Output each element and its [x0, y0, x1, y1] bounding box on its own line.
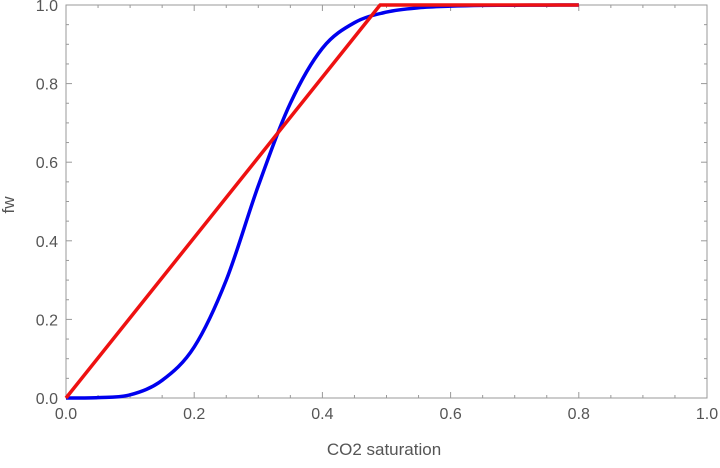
axis-ticks — [65, 4, 708, 399]
x-axis-label: CO2 saturation — [327, 440, 441, 459]
y-tick-label: 1.0 — [36, 0, 58, 15]
x-tick-label: 0.4 — [311, 406, 333, 423]
plot-frame-border — [65, 4, 708, 399]
y-tick-label: 0.8 — [36, 77, 58, 94]
y-axis-label: fw — [0, 196, 18, 214]
y-tick-label: 0.4 — [36, 234, 58, 251]
x-tick-label: 0.2 — [183, 406, 205, 423]
series-lines — [64, 3, 579, 400]
x-tick-label: 0.6 — [439, 406, 461, 423]
x-tick-label: 1.0 — [696, 406, 718, 423]
x-tick-label: 0.8 — [568, 406, 590, 423]
series-line-tangent — [64, 3, 579, 400]
plot-frame — [65, 4, 708, 399]
x-tick-label: 0.0 — [55, 406, 77, 423]
y-tick-label: 0.6 — [36, 155, 58, 172]
y-tick-label: 0.2 — [36, 312, 58, 329]
series-line-fractional-flow — [65, 3, 579, 400]
tick-labels: 0.0 0.2 0.4 0.6 0.8 1.0 0.0 0.2 0.4 0.6 0.8 1.0 — [36, 0, 718, 423]
y-tick-label: 0.0 — [36, 391, 58, 408]
